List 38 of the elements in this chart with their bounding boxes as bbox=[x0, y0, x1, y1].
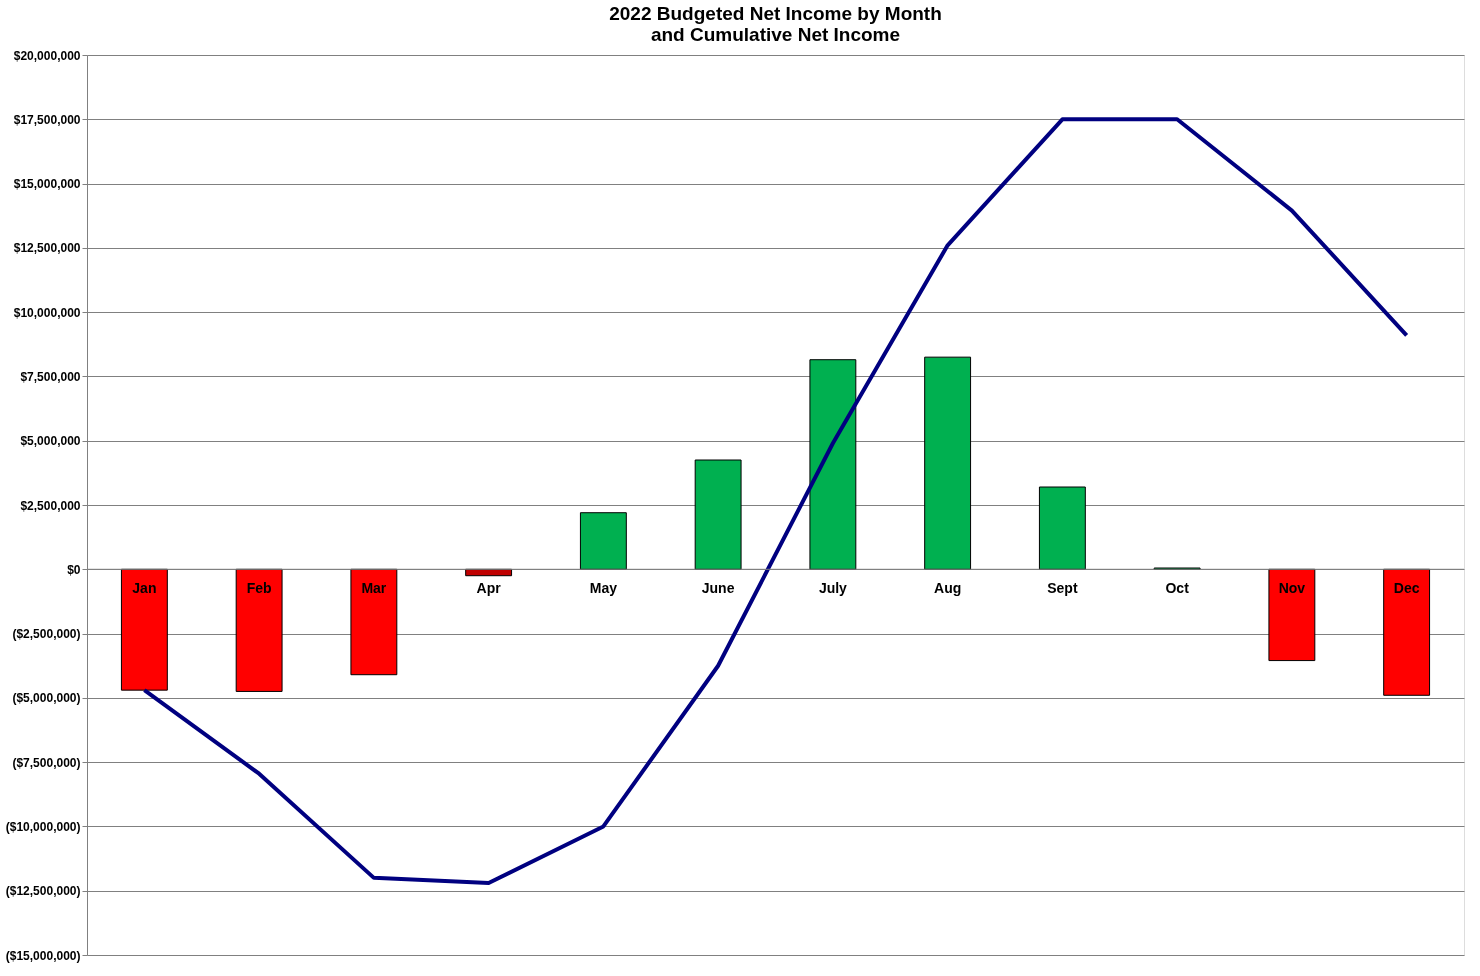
x-tick-label: Nov bbox=[1278, 580, 1306, 597]
bar bbox=[1038, 486, 1086, 570]
bar bbox=[694, 459, 742, 570]
y-tick-label: $10,000,000 bbox=[13, 305, 81, 320]
y-tick-label: $5,000,000 bbox=[20, 434, 81, 449]
y-tick-label: ($7,500,000) bbox=[12, 755, 81, 770]
y-tick-label: $20,000,000 bbox=[13, 48, 81, 63]
y-tick-label: ($10,000,000) bbox=[5, 819, 81, 834]
bar bbox=[350, 568, 398, 676]
y-tick-label: ($5,000,000) bbox=[12, 691, 81, 706]
x-tick-label: Aug bbox=[934, 580, 962, 597]
x-tick-label: Feb bbox=[246, 580, 272, 597]
x-tick-label: June bbox=[701, 580, 735, 597]
bar bbox=[1383, 568, 1431, 696]
y-tick-label: $15,000,000 bbox=[13, 177, 81, 192]
bar bbox=[579, 512, 627, 570]
bar bbox=[924, 356, 972, 570]
y-tick-label: $12,500,000 bbox=[13, 241, 81, 256]
chart-title: 2022 Budgeted Net Income by Month and Cumulative Net Income bbox=[609, 3, 942, 45]
y-tick-label: ($12,500,000) bbox=[5, 884, 81, 899]
x-tick-label: Mar bbox=[361, 580, 387, 597]
y-tick-label: $17,500,000 bbox=[13, 112, 81, 127]
x-tick-label: Dec bbox=[1393, 580, 1420, 597]
x-tick-label: May bbox=[589, 580, 618, 597]
bar bbox=[1268, 568, 1316, 662]
y-tick-label: ($15,000,000) bbox=[5, 948, 81, 963]
y-tick-label: $0 bbox=[67, 562, 81, 577]
y-tick-label: $2,500,000 bbox=[20, 498, 81, 513]
x-tick-label: July bbox=[818, 580, 848, 597]
y-tick-label: $7,500,000 bbox=[20, 369, 81, 384]
x-tick-label: Apr bbox=[476, 580, 502, 597]
bar bbox=[120, 568, 168, 691]
bar bbox=[235, 568, 283, 692]
y-tick-label: ($2,500,000) bbox=[12, 627, 81, 642]
x-tick-label: Oct bbox=[1165, 580, 1190, 597]
x-tick-label: Sept bbox=[1047, 580, 1078, 597]
x-tick-label: Jan bbox=[132, 580, 157, 597]
bar bbox=[809, 359, 857, 570]
